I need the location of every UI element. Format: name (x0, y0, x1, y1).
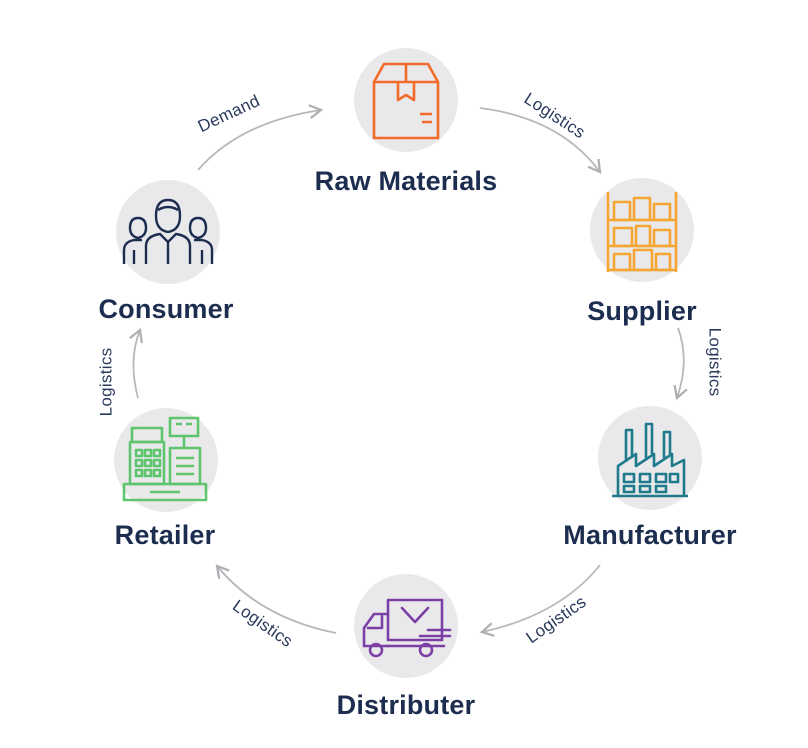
arrow-supplier-to-manufacturer (673, 327, 688, 401)
consumer-node (116, 180, 220, 284)
arrow-retailer-to-consumer (129, 327, 143, 399)
supplier-node (590, 178, 694, 282)
arrow-consumer-to-raw-materials (197, 104, 324, 171)
people-icon (122, 198, 214, 264)
arrow-distributer-to-retailer (215, 564, 337, 634)
factory-icon (612, 422, 688, 498)
box-icon (372, 62, 440, 140)
consumer-label: Consumer (98, 294, 234, 324)
warehouse-shelf-icon (606, 192, 678, 272)
manufacturer-label: Manufacturer (563, 520, 737, 550)
manufacturer-node (598, 406, 702, 510)
cash-register-icon (122, 416, 208, 502)
arrow-raw-materials-to-supplier (479, 107, 602, 174)
arrow-manufacturer-to-distributer (479, 564, 601, 637)
distributer-node (354, 574, 458, 678)
supplier-label: Supplier (587, 296, 697, 326)
retailer-node (114, 408, 218, 512)
raw-materials-label: Raw Materials (314, 166, 498, 196)
edge-label-retailer-to-consumer: Logistics (96, 347, 116, 417)
retailer-label: Retailer (114, 520, 216, 550)
edge-label-supplier-to-manufacturer: Logistics (705, 327, 725, 397)
delivery-truck-icon (362, 598, 452, 658)
distributer-label: Distributer (336, 690, 476, 720)
raw-materials-node (354, 48, 458, 152)
